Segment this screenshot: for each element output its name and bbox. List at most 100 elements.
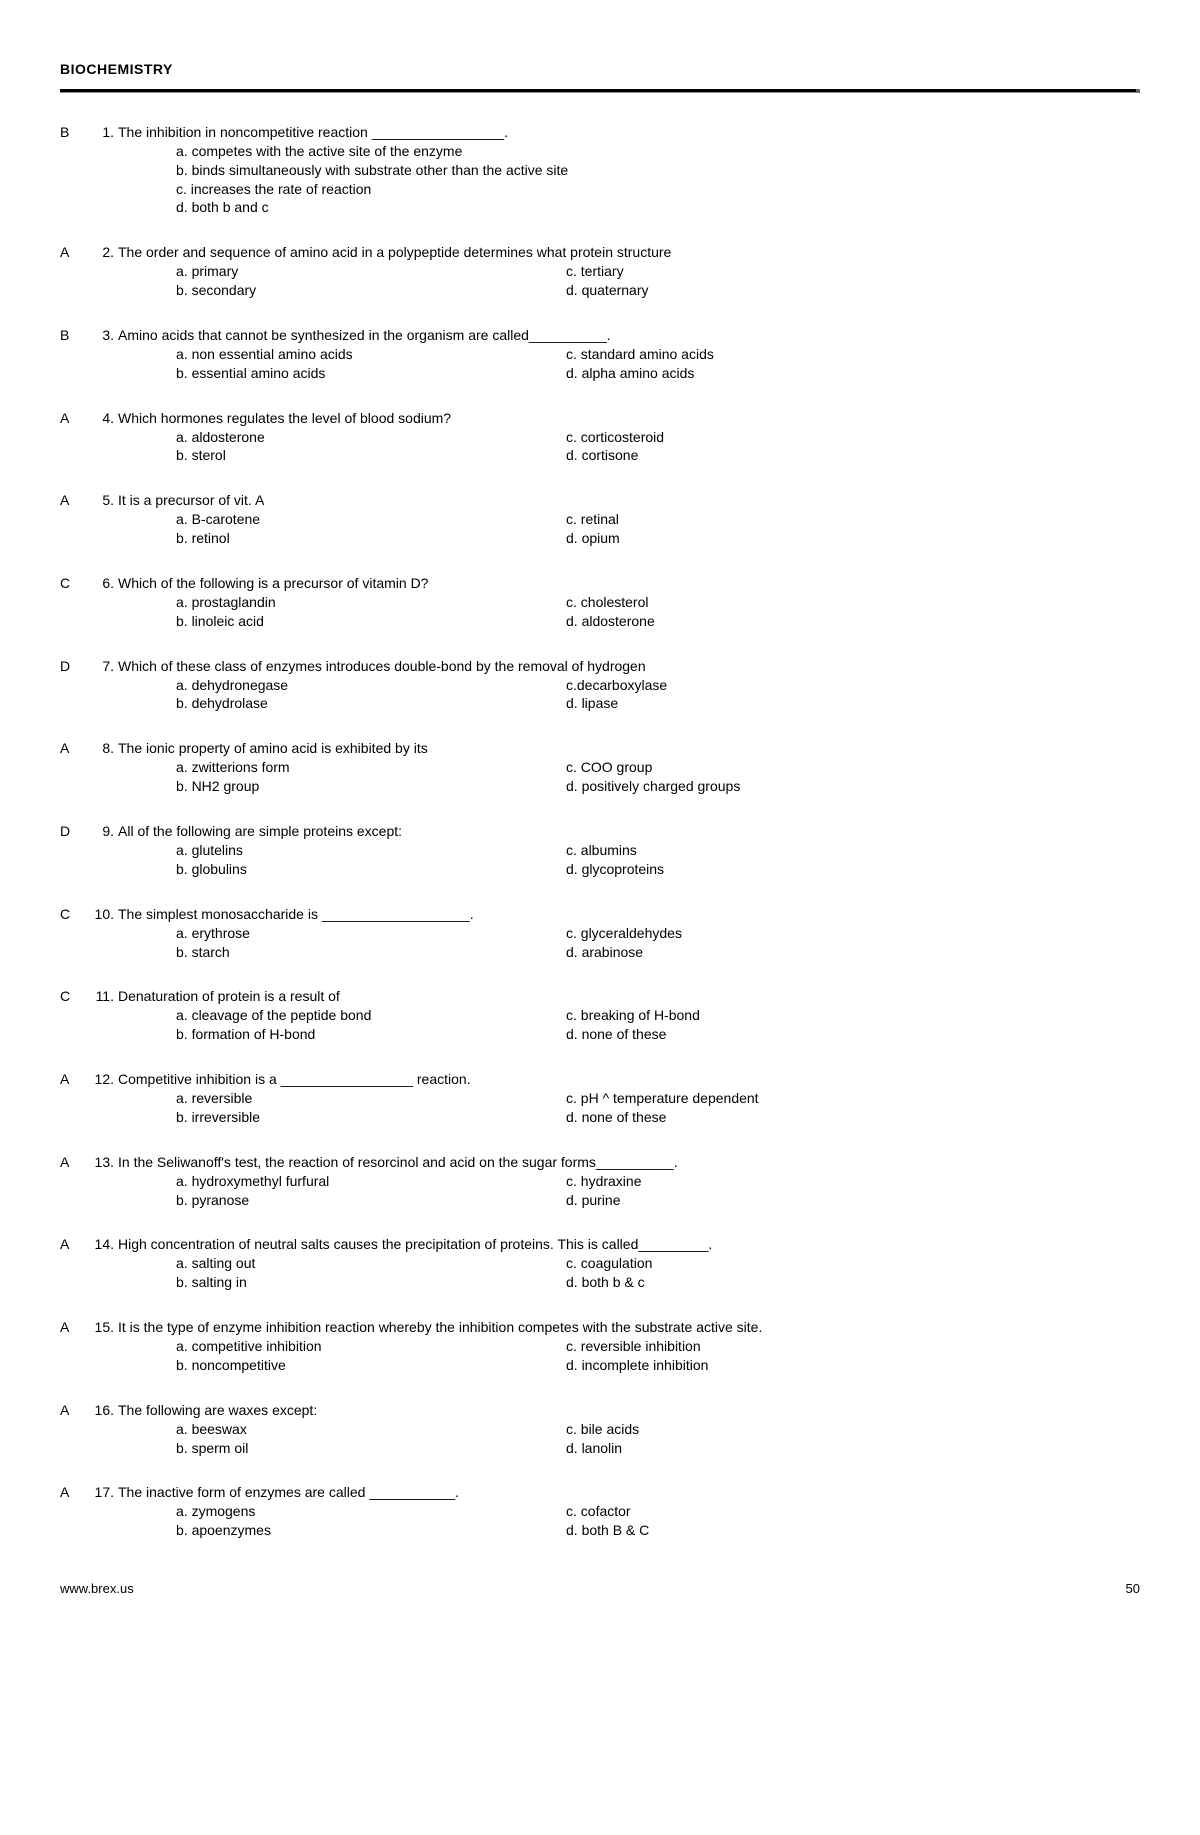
- option: d. both b and c: [176, 198, 1140, 217]
- question-block: C10.The simplest monosaccharide is _____…: [60, 905, 1140, 962]
- option: b. starch: [176, 943, 566, 962]
- options-col-left: a. beeswaxb. sperm oil: [176, 1420, 566, 1458]
- question-stem: 13.In the Seliwanoff's test, the reactio…: [90, 1153, 1140, 1172]
- question-block: B1.The inhibition in noncompetitive reac…: [60, 123, 1140, 217]
- question-text: It is a precursor of vit. A: [118, 491, 1140, 510]
- options-two-column: a. prostaglandinb. linoleic acidc. chole…: [90, 593, 1140, 631]
- option: d. positively charged groups: [566, 777, 1140, 796]
- question-stem: 4.Which hormones regulates the level of …: [90, 409, 1140, 428]
- option: d. purine: [566, 1191, 1140, 1210]
- question-text: The inhibition in noncompetitive reactio…: [118, 123, 1140, 142]
- question-number: 5.: [90, 491, 118, 510]
- options-two-column: a. B-caroteneb. retinolc. retinald. opiu…: [90, 510, 1140, 548]
- option: d. none of these: [566, 1025, 1140, 1044]
- option: c. cofactor: [566, 1502, 1140, 1521]
- option: d. none of these: [566, 1108, 1140, 1127]
- option: b. sperm oil: [176, 1439, 566, 1458]
- question-block: A17.The inactive form of enzymes are cal…: [60, 1483, 1140, 1540]
- question-stem: 15.It is the type of enzyme inhibition r…: [90, 1318, 1140, 1337]
- question-body: 2.The order and sequence of amino acid i…: [90, 243, 1140, 300]
- answer-key: B: [60, 326, 90, 383]
- question-stem: 3.Amino acids that cannot be synthesized…: [90, 326, 1140, 345]
- question-number: 16.: [90, 1401, 118, 1420]
- options-two-column: a. salting outb. salting inc. coagulatio…: [90, 1254, 1140, 1292]
- options-col-right: c. tertiaryd. quaternary: [566, 262, 1140, 300]
- option: c.decarboxylase: [566, 676, 1140, 695]
- answer-key: C: [60, 574, 90, 631]
- question-body: 9.All of the following are simple protei…: [90, 822, 1140, 879]
- question-stem: 14.High concentration of neutral salts c…: [90, 1235, 1140, 1254]
- question-number: 3.: [90, 326, 118, 345]
- options-col-left: a. zymogensb. apoenzymes: [176, 1502, 566, 1540]
- question-number: 14.: [90, 1235, 118, 1254]
- option: c. bile acids: [566, 1420, 1140, 1439]
- question-stem: 8.The ionic property of amino acid is ex…: [90, 739, 1140, 758]
- option: d. both b & c: [566, 1273, 1140, 1292]
- question-stem: 11.Denaturation of protein is a result o…: [90, 987, 1140, 1006]
- option: c. coagulation: [566, 1254, 1140, 1273]
- question-text: All of the following are simple proteins…: [118, 822, 1140, 841]
- options-col-left: a. salting outb. salting in: [176, 1254, 566, 1292]
- options-col-right: c. cholesterold. aldosterone: [566, 593, 1140, 631]
- question-body: 7.Which of these class of enzymes introd…: [90, 657, 1140, 714]
- question-body: 12.Competitive inhibition is a _________…: [90, 1070, 1140, 1127]
- options-two-column: a. dehydronegaseb. dehydrolasec.decarbox…: [90, 676, 1140, 714]
- options-vertical: a. competes with the active site of the …: [90, 142, 1140, 218]
- question-text: The order and sequence of amino acid in …: [118, 243, 1140, 262]
- option: a. glutelins: [176, 841, 566, 860]
- option: c. albumins: [566, 841, 1140, 860]
- option: a. cleavage of the peptide bond: [176, 1006, 566, 1025]
- options-col-right: c. reversible inhibitiond. incomplete in…: [566, 1337, 1140, 1375]
- page-footer: www.brex.us 50: [60, 1580, 1140, 1598]
- options-two-column: a. primaryb. secondaryc. tertiaryd. quat…: [90, 262, 1140, 300]
- option: a. non essential amino acids: [176, 345, 566, 364]
- answer-key: D: [60, 822, 90, 879]
- options-two-column: a. competitive inhibitionb. noncompetiti…: [90, 1337, 1140, 1375]
- option: c. standard amino acids: [566, 345, 1140, 364]
- answer-key: A: [60, 1070, 90, 1127]
- option: c. increases the rate of reaction: [176, 180, 1140, 199]
- question-text: The ionic property of amino acid is exhi…: [118, 739, 1140, 758]
- question-text: Denaturation of protein is a result of: [118, 987, 1140, 1006]
- question-block: A2.The order and sequence of amino acid …: [60, 243, 1140, 300]
- page-title: BIOCHEMISTRY: [60, 60, 1140, 79]
- option: d. arabinose: [566, 943, 1140, 962]
- question-number: 1.: [90, 123, 118, 142]
- question-text: The following are waxes except:: [118, 1401, 1140, 1420]
- question-block: A12.Competitive inhibition is a ________…: [60, 1070, 1140, 1127]
- question-block: D9.All of the following are simple prote…: [60, 822, 1140, 879]
- option: b. secondary: [176, 281, 566, 300]
- option: a. competitive inhibition: [176, 1337, 566, 1356]
- question-body: 10.The simplest monosaccharide is ______…: [90, 905, 1140, 962]
- option: b. linoleic acid: [176, 612, 566, 631]
- option: c. hydraxine: [566, 1172, 1140, 1191]
- question-block: B3.Amino acids that cannot be synthesize…: [60, 326, 1140, 383]
- options-col-left: a. glutelinsb. globulins: [176, 841, 566, 879]
- question-body: 8.The ionic property of amino acid is ex…: [90, 739, 1140, 796]
- option: b. salting in: [176, 1273, 566, 1292]
- question-block: A4.Which hormones regulates the level of…: [60, 409, 1140, 466]
- question-stem: 10.The simplest monosaccharide is ______…: [90, 905, 1140, 924]
- option: a. dehydronegase: [176, 676, 566, 695]
- option: d. incomplete inhibition: [566, 1356, 1140, 1375]
- option: d. alpha amino acids: [566, 364, 1140, 383]
- option: a. zymogens: [176, 1502, 566, 1521]
- option: b. noncompetitive: [176, 1356, 566, 1375]
- options-col-right: c.decarboxylased. lipase: [566, 676, 1140, 714]
- options-col-right: c. retinald. opium: [566, 510, 1140, 548]
- question-body: 17.The inactive form of enzymes are call…: [90, 1483, 1140, 1540]
- options-col-right: c. coagulationd. both b & c: [566, 1254, 1140, 1292]
- option: a. primary: [176, 262, 566, 281]
- option: d. lipase: [566, 694, 1140, 713]
- options-two-column: a. glutelinsb. globulinsc. albuminsd. gl…: [90, 841, 1140, 879]
- option: d. lanolin: [566, 1439, 1140, 1458]
- option: a. hydroxymethyl furfural: [176, 1172, 566, 1191]
- question-stem: 1.The inhibition in noncompetitive react…: [90, 123, 1140, 142]
- question-number: 11.: [90, 987, 118, 1006]
- question-stem: 9.All of the following are simple protei…: [90, 822, 1140, 841]
- option: d. glycoproteins: [566, 860, 1140, 879]
- answer-key: C: [60, 905, 90, 962]
- question-list: B 1.The inhibition in noncompetitive reac…: [60, 123, 1140, 1540]
- option: b. irreversible: [176, 1108, 566, 1127]
- question-number: 13.: [90, 1153, 118, 1172]
